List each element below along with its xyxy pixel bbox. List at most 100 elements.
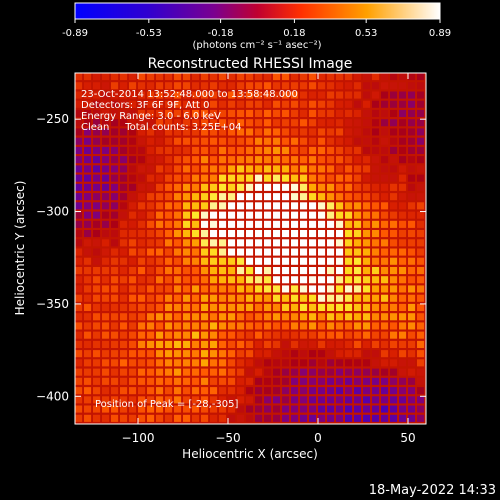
heatmap-cell: [372, 100, 380, 108]
heatmap-cell: [336, 156, 344, 164]
heatmap-cell: [174, 220, 182, 228]
heatmap-cell: [345, 91, 353, 99]
heatmap-cell: [354, 91, 362, 99]
heatmap-cell: [201, 239, 209, 247]
heatmap-cell: [336, 331, 344, 339]
heatmap-cell: [129, 285, 137, 293]
heatmap-cell: [309, 183, 317, 191]
heatmap-cell: [282, 331, 290, 339]
heatmap-cell: [246, 174, 254, 182]
heatmap-cell: [300, 414, 308, 422]
heatmap-cell: [390, 220, 398, 228]
heatmap-cell: [417, 313, 425, 321]
heatmap-cell: [210, 377, 218, 385]
heatmap-cell: [192, 276, 200, 284]
heatmap-cell: [111, 128, 119, 136]
heatmap-cell: [372, 239, 380, 247]
heatmap-cell: [165, 73, 173, 81]
heatmap-cell: [129, 303, 137, 311]
heatmap-cell: [228, 359, 236, 367]
heatmap-cell: [273, 405, 281, 413]
heatmap-cell: [210, 405, 218, 413]
heatmap-cell: [255, 285, 263, 293]
heatmap-cell: [174, 285, 182, 293]
heatmap-cell: [399, 285, 407, 293]
heatmap-cell: [264, 183, 272, 191]
heatmap-cell: [408, 230, 416, 238]
heatmap-cell: [147, 377, 155, 385]
heatmap-cell: [372, 303, 380, 311]
heatmap-cell: [417, 257, 425, 265]
heatmap-cell: [138, 109, 146, 117]
heatmap-cell: [363, 202, 371, 210]
heatmap-cell: [138, 183, 146, 191]
heatmap-cell: [336, 100, 344, 108]
heatmap-cell: [219, 220, 227, 228]
heatmap-cell: [363, 340, 371, 348]
heatmap-cell: [147, 193, 155, 201]
heatmap-cell: [120, 146, 128, 154]
heatmap-cell: [102, 313, 110, 321]
heatmap-cell: [354, 267, 362, 275]
heatmap-cell: [228, 174, 236, 182]
heatmap-cell: [138, 303, 146, 311]
heatmap-cell: [201, 82, 209, 90]
heatmap-cell: [138, 174, 146, 182]
heatmap-cell: [408, 239, 416, 247]
heatmap-cell: [291, 267, 299, 275]
heatmap-cell: [210, 183, 218, 191]
heatmap-cell: [102, 128, 110, 136]
heatmap-cell: [399, 377, 407, 385]
heatmap-cell: [282, 156, 290, 164]
heatmap-cell: [156, 276, 164, 284]
heatmap-cell: [372, 230, 380, 238]
heatmap-cell: [165, 303, 173, 311]
heatmap-cell: [174, 248, 182, 256]
heatmap-cell: [192, 183, 200, 191]
heatmap-cell: [228, 294, 236, 302]
heatmap-cell: [93, 146, 101, 154]
heatmap-cell: [399, 294, 407, 302]
heatmap-cell: [417, 165, 425, 173]
heatmap-cell: [408, 414, 416, 422]
heatmap-cell: [228, 248, 236, 256]
heatmap-cell: [309, 267, 317, 275]
heatmap-cell: [390, 377, 398, 385]
heatmap-cell: [264, 202, 272, 210]
heatmap-cell: [282, 174, 290, 182]
heatmap-cell: [309, 174, 317, 182]
heatmap-cell: [192, 377, 200, 385]
heatmap-cell: [300, 257, 308, 265]
heatmap-cell: [174, 174, 182, 182]
heatmap-cell: [228, 156, 236, 164]
heatmap-cell: [147, 322, 155, 330]
heatmap-cell: [228, 119, 236, 127]
heatmap-cell: [282, 405, 290, 413]
heatmap-cell: [183, 156, 191, 164]
heatmap-cell: [417, 73, 425, 81]
heatmap-cell: [273, 73, 281, 81]
heatmap-cell: [93, 414, 101, 422]
heatmap-cell: [273, 303, 281, 311]
heatmap-cell: [138, 193, 146, 201]
heatmap-cell: [75, 202, 83, 210]
heatmap-cell: [372, 128, 380, 136]
heatmap-cell: [174, 414, 182, 422]
heatmap-cell: [363, 248, 371, 256]
heatmap-cell: [174, 100, 182, 108]
heatmap-cell: [264, 359, 272, 367]
heatmap-cell: [210, 100, 218, 108]
heatmap-cell: [336, 230, 344, 238]
heatmap-cell: [156, 396, 164, 404]
heatmap-cell: [75, 211, 83, 219]
heatmap-cell: [354, 109, 362, 117]
heatmap-cell: [381, 248, 389, 256]
heatmap-cell: [300, 387, 308, 395]
heatmap-cell: [219, 368, 227, 376]
heatmap-cell: [84, 359, 92, 367]
heatmap-cell: [381, 109, 389, 117]
heatmap-cell: [129, 368, 137, 376]
heatmap-cell: [345, 322, 353, 330]
heatmap-cell: [264, 137, 272, 145]
heatmap-cell: [165, 276, 173, 284]
